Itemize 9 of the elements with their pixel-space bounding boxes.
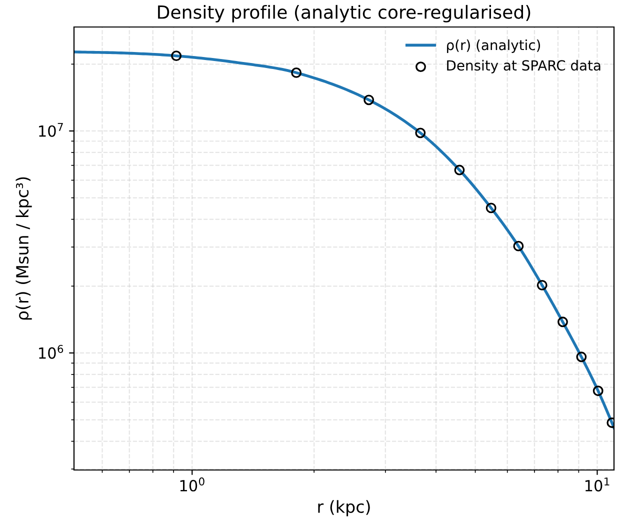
legend-label: ρ(r) (analytic) (447, 40, 540, 53)
chart-title: Density profile (analytic core-regularised) (158, 4, 530, 22)
y-tick-label: 10$^{6}$ (39, 344, 64, 359)
x-tick-label: 10$^{0}$ (180, 477, 204, 492)
legend-label: Density at SPARC data (447, 60, 600, 74)
y-axis-title: ρ(r) (Msun / kpc³) (16, 177, 32, 320)
x-axis-title: r (kpc) (318, 500, 370, 516)
y-tick-label: 10$^{7}$ (39, 123, 63, 137)
x-tick-label: 10$^{1}$ (585, 478, 610, 492)
